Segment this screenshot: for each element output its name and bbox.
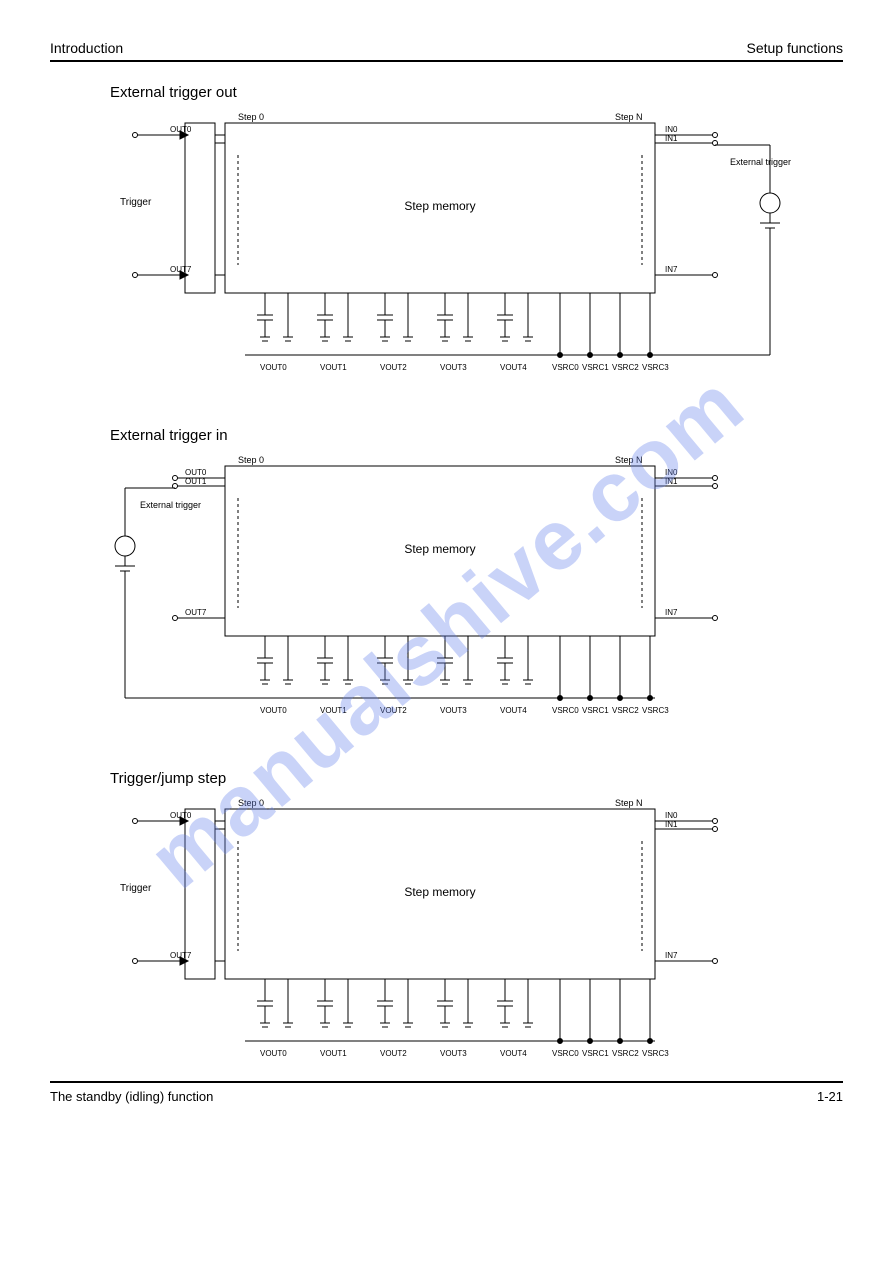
- svg-text:VOUT3: VOUT3: [440, 363, 467, 372]
- footer-left: The standby (idling) function: [50, 1089, 213, 1104]
- svg-text:VSRC0: VSRC0: [552, 363, 579, 372]
- svg-text:VOUT2: VOUT2: [380, 706, 407, 715]
- footer-right: 1-21: [817, 1089, 843, 1104]
- svg-text:IN0: IN0: [665, 125, 678, 134]
- svg-text:IN1: IN1: [665, 477, 678, 486]
- header-rule: [50, 60, 843, 62]
- svg-text:Step memory: Step memory: [404, 199, 475, 213]
- svg-text:VOUT4: VOUT4: [500, 1049, 527, 1058]
- section-title-2: Trigger/jump step: [110, 770, 843, 787]
- svg-text:VOUT0: VOUT0: [260, 1049, 287, 1058]
- header-left: Introduction: [50, 40, 123, 56]
- svg-text:VOUT1: VOUT1: [320, 363, 347, 372]
- svg-text:VSRC1: VSRC1: [582, 706, 609, 715]
- svg-text:VSRC0: VSRC0: [552, 1049, 579, 1058]
- svg-text:VSRC3: VSRC3: [642, 363, 669, 372]
- svg-text:VOUT3: VOUT3: [440, 1049, 467, 1058]
- svg-text:VOUT4: VOUT4: [500, 363, 527, 372]
- svg-text:Step 0: Step 0: [238, 798, 264, 808]
- svg-text:IN1: IN1: [665, 820, 678, 829]
- svg-text:VSRC1: VSRC1: [582, 363, 609, 372]
- svg-text:IN7: IN7: [665, 265, 678, 274]
- diagram-0: Step 0 Step N Step memory Trigger Extern…: [110, 105, 810, 405]
- section-title-1: External trigger in: [110, 427, 843, 444]
- svg-text:VOUT0: VOUT0: [260, 363, 287, 372]
- svg-text:IN7: IN7: [665, 608, 678, 617]
- svg-text:VSRC3: VSRC3: [642, 1049, 669, 1058]
- svg-text:OUT7: OUT7: [185, 608, 207, 617]
- header-right: Setup functions: [746, 40, 843, 56]
- svg-text:Step 0: Step 0: [238, 455, 264, 465]
- svg-text:Step N: Step N: [615, 798, 643, 808]
- svg-text:OUT0: OUT0: [185, 468, 207, 477]
- svg-text:Step memory: Step memory: [404, 542, 475, 556]
- svg-text:Trigger: Trigger: [120, 197, 152, 208]
- svg-text:OUT7: OUT7: [170, 951, 192, 960]
- svg-text:IN0: IN0: [665, 468, 678, 477]
- section-title-0: External trigger out: [110, 84, 843, 101]
- diagram-2: Step 0 Step N Step memory Trigger OUT0 O…: [110, 791, 810, 1081]
- svg-text:VOUT2: VOUT2: [380, 363, 407, 372]
- svg-text:External trigger: External trigger: [140, 500, 201, 510]
- svg-text:VSRC2: VSRC2: [612, 363, 639, 372]
- svg-text:IN0: IN0: [665, 811, 678, 820]
- svg-text:VOUT3: VOUT3: [440, 706, 467, 715]
- svg-text:VOUT0: VOUT0: [260, 706, 287, 715]
- svg-text:VSRC3: VSRC3: [642, 706, 669, 715]
- svg-text:OUT1: OUT1: [185, 477, 207, 486]
- svg-text:VSRC2: VSRC2: [612, 1049, 639, 1058]
- svg-text:Step memory: Step memory: [404, 885, 475, 899]
- svg-text:Step N: Step N: [615, 455, 643, 465]
- svg-text:External trigger: External trigger: [730, 157, 791, 167]
- svg-text:VOUT2: VOUT2: [380, 1049, 407, 1058]
- svg-text:VOUT1: VOUT1: [320, 706, 347, 715]
- svg-text:IN7: IN7: [665, 951, 678, 960]
- svg-text:Step 0: Step 0: [238, 112, 264, 122]
- svg-text:VOUT4: VOUT4: [500, 706, 527, 715]
- svg-text:OUT0: OUT0: [170, 125, 192, 134]
- svg-text:VSRC2: VSRC2: [612, 706, 639, 715]
- svg-text:IN1: IN1: [665, 134, 678, 143]
- svg-text:Step N: Step N: [615, 112, 643, 122]
- svg-text:OUT0: OUT0: [170, 811, 192, 820]
- footer-rule: [50, 1081, 843, 1083]
- diagram-1: Step 0 Step N Step memory External trigg…: [110, 448, 810, 748]
- svg-text:OUT7: OUT7: [170, 265, 192, 274]
- svg-text:Trigger: Trigger: [120, 883, 152, 894]
- svg-text:VSRC0: VSRC0: [552, 706, 579, 715]
- svg-text:VSRC1: VSRC1: [582, 1049, 609, 1058]
- svg-text:VOUT1: VOUT1: [320, 1049, 347, 1058]
